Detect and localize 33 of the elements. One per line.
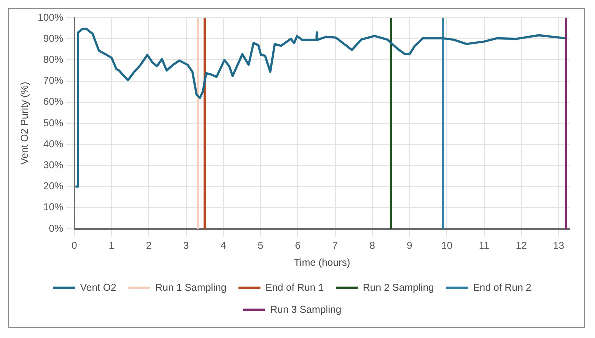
x-tick-label: 13 — [553, 240, 565, 252]
y-tick-label: 10% — [44, 202, 64, 214]
legend-label: Vent O2 — [80, 282, 117, 294]
y-tick-label: 50% — [44, 118, 64, 130]
y-tick-label: 40% — [44, 139, 64, 150]
y-tick-label: 90% — [44, 34, 64, 45]
x-tick-label: 5 — [258, 240, 264, 252]
x-tick-label: 2 — [146, 240, 152, 252]
x-tick-label: 10 — [442, 240, 454, 252]
x-tick-label: 3 — [184, 240, 190, 252]
y-tick-label: 30% — [44, 160, 64, 172]
legend-label: Run 1 Sampling — [156, 282, 227, 294]
legend-label: End of Run 2 — [473, 282, 532, 294]
x-tick-label: 8 — [370, 240, 376, 252]
x-tick-label: 11 — [479, 240, 490, 252]
x-tick-label: 1 — [109, 240, 116, 252]
y-tick-label: 70% — [44, 76, 64, 88]
x-tick-label: 9 — [407, 240, 414, 252]
y-tick-label: 0% — [49, 224, 64, 235]
x-tick-label: 12 — [516, 240, 528, 252]
y-tick-label: 20% — [44, 182, 64, 193]
legend-label: Run 3 Sampling — [270, 304, 342, 316]
legend-label: End of Run 1 — [266, 282, 325, 294]
x-tick-label: 7 — [332, 240, 339, 252]
y-tick-label: 60% — [44, 97, 64, 108]
x-tick-label: 0 — [72, 240, 78, 252]
y-tick-label: 80% — [44, 54, 64, 66]
legend-label: Run 2 Sampling — [363, 282, 434, 294]
x-tick-label: 6 — [295, 240, 302, 252]
y-axis-title: Vent O2 Purity (%) — [20, 82, 31, 165]
x-tick-label: 4 — [220, 240, 227, 252]
y-tick-label: 100% — [38, 12, 64, 24]
x-axis-title: Time (hours) — [294, 258, 350, 269]
